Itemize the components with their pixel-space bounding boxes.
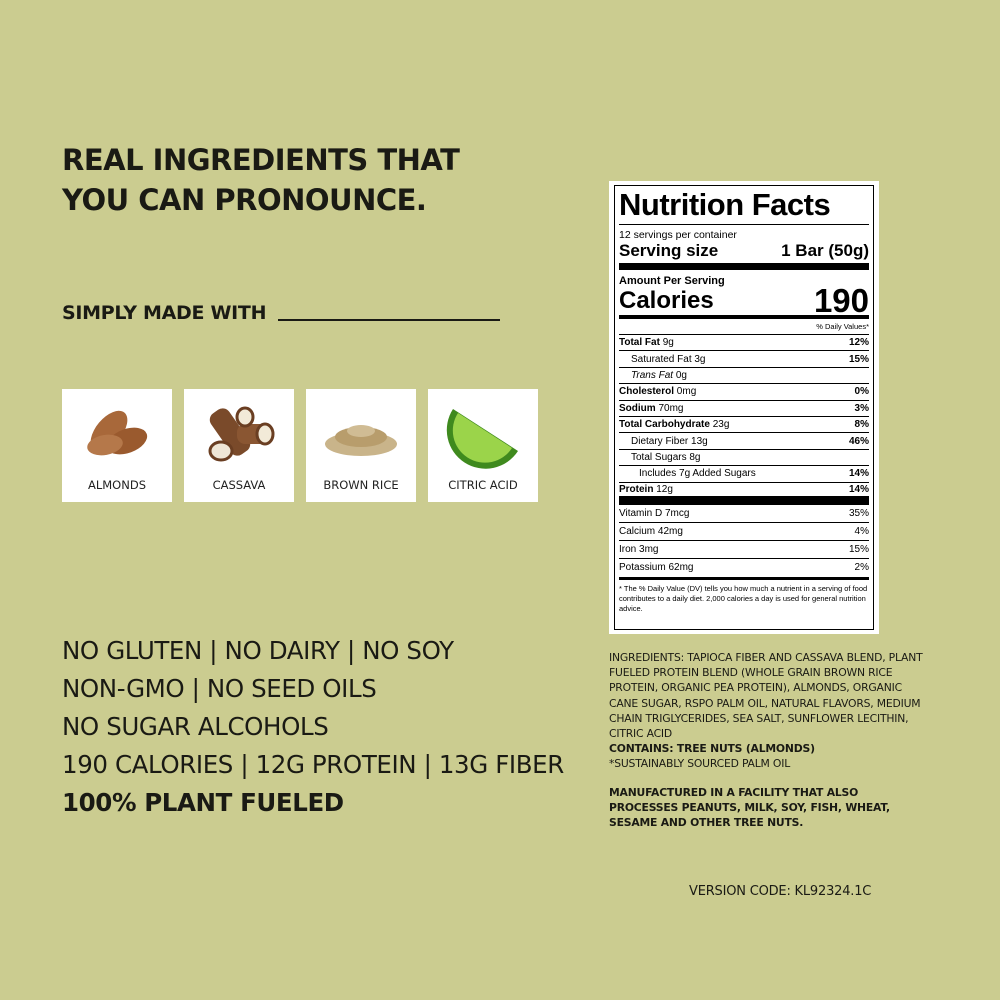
ingredients-text: INGREDIENTS: TAPIOCA FIBER AND CASSAVA B… [609, 651, 923, 741]
cassava-icon [208, 406, 275, 462]
nutrient-amount: 0g [675, 369, 687, 381]
allergen-contains: CONTAINS: TREE NUTS (ALMONDS) [609, 742, 815, 756]
vitamin-name: Potassium 62mg [619, 562, 694, 574]
calories-value: 190 [813, 282, 869, 319]
rice-icon [325, 425, 397, 456]
nutrient-row: Cholesterol 0mg 0% [619, 384, 869, 401]
nutrient-name: Total Fat [619, 337, 660, 349]
headline-line-2: YOU CAN PRONOUNCE. [62, 183, 427, 217]
vitamin-dv: 2% [854, 562, 869, 574]
servings-per-container: 12 servings per container [619, 229, 737, 241]
nutrition-title: Nutrition Facts [619, 186, 869, 225]
vitamin-dv: 4% [854, 525, 869, 537]
nutrient-name: Trans Fat [631, 369, 674, 381]
nutrient-dv: 14% [848, 468, 869, 480]
nutrient-name: Total Sugars [631, 451, 687, 463]
daily-value-footnote: * The % Daily Value (DV) tells you how m… [619, 576, 869, 614]
ingredient-card-citric-acid: CITRIC ACID [428, 389, 538, 502]
ingredient-label: BROWN RICE [323, 478, 399, 492]
nutrient-amount: 0mg [676, 386, 697, 398]
ingredient-cards: ALMONDS CASSAVA BROWN RICE CITRIC ACID [62, 389, 538, 502]
lime-icon [446, 409, 518, 469]
nutrient-dv: 46% [848, 435, 869, 447]
nutrient-dv: 12% [848, 337, 869, 349]
vitamin-name: Iron 3mg [619, 543, 659, 555]
nutrient-name: Saturated Fat [631, 353, 692, 365]
nutrient-dv: 14% [848, 483, 869, 495]
nutrient-row: Trans Fat 0g [619, 368, 869, 385]
ingredient-card-cassava: CASSAVA [184, 389, 294, 502]
serving-size-label: Serving size [619, 241, 719, 260]
nutrient-dv: 3% [854, 402, 869, 414]
vitamin-name: Vitamin D 7mcg [619, 507, 690, 519]
ingredient-card-brown-rice: BROWN RICE [306, 389, 416, 502]
almond-icon [87, 410, 148, 456]
facility-warning: MANUFACTURED IN A FACILITY THAT ALSO PRO… [609, 786, 890, 830]
nutrient-name: Sodium [619, 402, 656, 414]
vitamin-row: Iron 3mg 15% [619, 541, 869, 559]
ingredient-label: CITRIC ACID [448, 478, 518, 492]
amount-per-serving: Amount Per Serving [619, 275, 725, 287]
nutrient-name: Dietary Fiber [631, 435, 689, 447]
calories: Calories 190 [619, 282, 869, 319]
nutrient-row: Total Sugars 8g [619, 450, 869, 467]
claim: NO GLUTEN | NO DAIRY | NO SOY [62, 636, 454, 665]
nutrient-amount: 70mg [658, 402, 684, 414]
nutrient-dv: 15% [848, 353, 869, 365]
nutrient-amount: 3g [694, 353, 706, 365]
product-claims: NO GLUTEN | NO DAIRY | NO SOY NON-GMO | … [62, 632, 564, 822]
nutrient-name: Cholesterol [619, 386, 675, 398]
vitamin-row: Vitamin D 7mcg 35% [619, 505, 869, 523]
vitamin-row: Potassium 62mg 2% [619, 559, 869, 577]
daily-values-header: % Daily Values* [619, 319, 869, 335]
nutrient-amount: 23g [712, 419, 730, 431]
calories-label: Calories [619, 287, 714, 314]
vitamin-row: Calcium 42mg 4% [619, 523, 869, 541]
divider-line [278, 319, 501, 321]
palm-oil-note: *SUSTAINABLY SOURCED PALM OIL [609, 757, 791, 771]
ingredient-label: ALMONDS [87, 478, 146, 492]
version-code: VERSION CODE: KL92324.1C [689, 884, 872, 899]
serving-size: Serving size 1 Bar (50g) [619, 241, 869, 270]
nutrient-amount: 13g [691, 435, 708, 447]
ingredient-card-almonds: ALMONDS [62, 389, 172, 502]
nutrient-amount: 12g [656, 483, 673, 495]
vitamin-dv: 35% [848, 507, 869, 519]
nutrient-row: Protein 12g 14% [619, 483, 869, 505]
claim: NON-GMO | NO SEED OILS [62, 674, 377, 703]
nutrient-name: Total Carbohydrate [619, 419, 710, 431]
headline-line-1: REAL INGREDIENTS THAT [62, 143, 460, 177]
nutrient-row: Saturated Fat 3g 15% [619, 351, 869, 368]
nutrient-row: Total Fat 9g 12% [619, 335, 869, 352]
nutrient-row: Total Carbohydrate 23g 8% [619, 417, 869, 434]
claim: NO SUGAR ALCOHOLS [62, 712, 329, 741]
vitamin-dv: 15% [848, 543, 869, 555]
vitamin-name: Calcium 42mg [619, 525, 683, 537]
claim-plant-fueled: 100% PLANT FUELED [62, 788, 344, 817]
ingredients-list: INGREDIENTS: TAPIOCA FIBER AND CASSAVA B… [609, 650, 929, 772]
nutrient-row: Sodium 70mg 3% [619, 401, 869, 417]
headline: REAL INGREDIENTS THAT YOU CAN PRONOUNCE. [62, 140, 542, 220]
nutrient-row: Includes 7g Added Sugars 14% [619, 466, 869, 483]
nutrient-row: Dietary Fiber 13g 46% [619, 433, 869, 450]
nutrient-amount: 9g [662, 337, 674, 349]
serving-size-value: 1 Bar (50g) [781, 241, 869, 260]
ingredient-label: CASSAVA [212, 478, 266, 492]
claim: 190 CALORIES | 12G PROTEIN | 13G FIBER [62, 750, 564, 779]
simply-made-with-label: SIMPLY MADE WITH [62, 302, 267, 324]
nutrient-dv: 8% [854, 419, 869, 431]
simply-made-with: SIMPLY MADE WITH [62, 302, 501, 324]
nutrient-name: Protein [619, 483, 654, 495]
nutrient-amount: 8g [689, 451, 701, 463]
nutrition-facts-panel: Nutrition Facts 12 servings per containe… [609, 181, 879, 634]
nutrient-name: Includes 7g Added Sugars [639, 468, 756, 480]
nutrient-dv: 0% [854, 386, 869, 398]
